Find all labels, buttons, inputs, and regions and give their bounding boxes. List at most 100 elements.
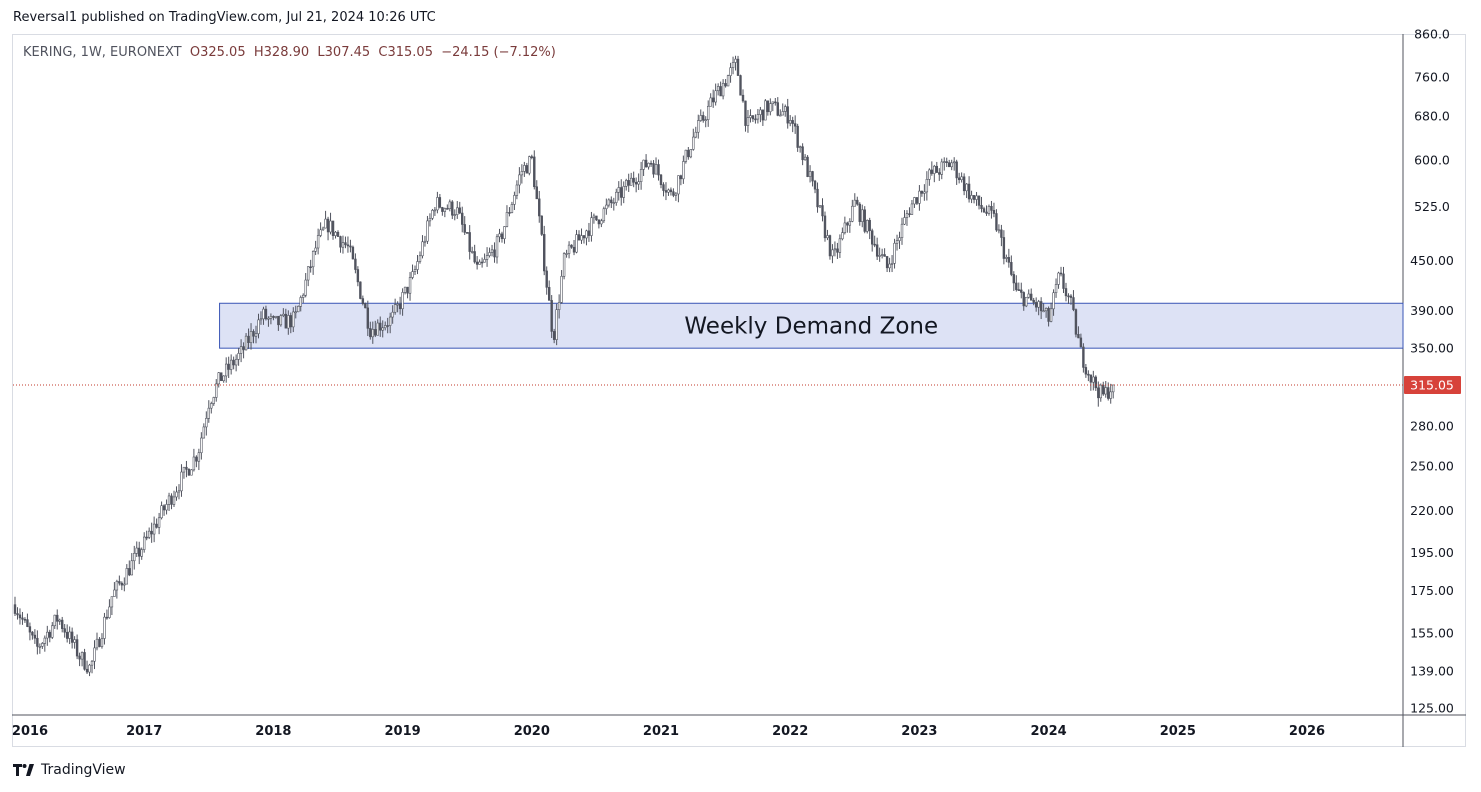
candle bbox=[587, 222, 591, 242]
tradingview-brand[interactable]: TradingView bbox=[13, 762, 126, 778]
candle bbox=[1102, 381, 1105, 396]
candle bbox=[426, 215, 429, 244]
candle bbox=[267, 316, 270, 327]
candle bbox=[769, 98, 772, 116]
candle bbox=[386, 317, 389, 334]
candle bbox=[224, 357, 228, 383]
candle bbox=[48, 629, 51, 643]
candle bbox=[751, 115, 755, 123]
candle bbox=[811, 170, 814, 187]
candle bbox=[16, 607, 19, 620]
candle bbox=[331, 220, 335, 240]
candle bbox=[617, 181, 620, 201]
candle bbox=[249, 323, 253, 350]
candle bbox=[1059, 266, 1063, 277]
candle bbox=[1062, 266, 1065, 294]
candle bbox=[381, 320, 384, 338]
candle bbox=[702, 111, 705, 123]
candle bbox=[952, 157, 956, 171]
candle bbox=[443, 207, 447, 218]
y-tick-label: 125.00 bbox=[1410, 701, 1454, 716]
candle bbox=[1034, 297, 1038, 312]
candle bbox=[1057, 271, 1060, 289]
candle bbox=[841, 227, 844, 241]
candle bbox=[232, 356, 235, 370]
candle bbox=[580, 228, 583, 244]
candle bbox=[950, 159, 953, 171]
candle bbox=[207, 400, 210, 423]
candle bbox=[61, 616, 64, 633]
candle bbox=[182, 466, 186, 479]
candle bbox=[1007, 248, 1011, 268]
candle bbox=[257, 313, 260, 339]
candle bbox=[18, 608, 22, 625]
candle bbox=[923, 184, 926, 201]
candle bbox=[535, 180, 538, 200]
candle bbox=[664, 182, 668, 201]
candle bbox=[73, 636, 76, 649]
y-tick-label: 350.00 bbox=[1410, 341, 1454, 356]
candle bbox=[135, 541, 138, 558]
candle bbox=[863, 206, 866, 234]
candle bbox=[1104, 380, 1107, 398]
candle bbox=[709, 93, 712, 107]
y-tick-label: 155.00 bbox=[1410, 625, 1454, 640]
candle bbox=[162, 504, 166, 516]
candle bbox=[23, 617, 27, 623]
candle bbox=[220, 372, 223, 382]
demand-zone-layer: Weekly Demand Zone bbox=[219, 302, 1404, 349]
candle bbox=[493, 242, 496, 263]
candle bbox=[165, 499, 168, 515]
candle bbox=[885, 256, 889, 273]
candle bbox=[302, 293, 305, 303]
candle bbox=[485, 247, 489, 267]
candle bbox=[366, 300, 370, 337]
x-tick-label: 2019 bbox=[385, 724, 421, 739]
candle bbox=[1054, 278, 1058, 298]
candle bbox=[523, 161, 526, 177]
demand-zone-rect[interactable] bbox=[219, 302, 1404, 349]
candle bbox=[115, 579, 119, 599]
candle bbox=[520, 164, 524, 184]
candle bbox=[555, 303, 558, 346]
candle bbox=[766, 100, 770, 116]
candle bbox=[272, 315, 275, 321]
candle bbox=[759, 106, 762, 123]
candle bbox=[185, 460, 188, 478]
candle bbox=[868, 217, 871, 240]
candle bbox=[997, 224, 1001, 234]
candle bbox=[326, 216, 330, 241]
candle bbox=[31, 631, 34, 640]
candle bbox=[175, 486, 178, 501]
candle bbox=[734, 55, 737, 71]
candle bbox=[1069, 294, 1073, 305]
candle bbox=[458, 201, 461, 215]
candle bbox=[401, 288, 404, 316]
candle bbox=[391, 305, 394, 324]
candle bbox=[319, 222, 322, 238]
candle bbox=[336, 230, 340, 238]
candle bbox=[446, 204, 449, 210]
candle bbox=[788, 115, 792, 127]
candle bbox=[530, 154, 534, 160]
candle bbox=[813, 179, 817, 194]
candle bbox=[354, 253, 357, 274]
candle bbox=[741, 89, 745, 103]
y-tick-label: 680.0 bbox=[1414, 109, 1450, 124]
y-axis: 125.00 139.00 155.00 175.00 195.00 220.00 250.… bbox=[1410, 27, 1454, 716]
candle bbox=[70, 627, 74, 649]
candle bbox=[58, 618, 61, 625]
candle bbox=[649, 160, 653, 167]
candle bbox=[883, 248, 886, 257]
candle bbox=[639, 161, 643, 190]
candle bbox=[612, 197, 615, 211]
candle bbox=[180, 464, 183, 497]
candle bbox=[756, 109, 760, 124]
candle bbox=[244, 333, 248, 351]
candle bbox=[393, 298, 397, 315]
candle bbox=[379, 316, 382, 337]
candle bbox=[421, 235, 424, 259]
candle bbox=[369, 321, 372, 340]
candle bbox=[602, 206, 606, 223]
